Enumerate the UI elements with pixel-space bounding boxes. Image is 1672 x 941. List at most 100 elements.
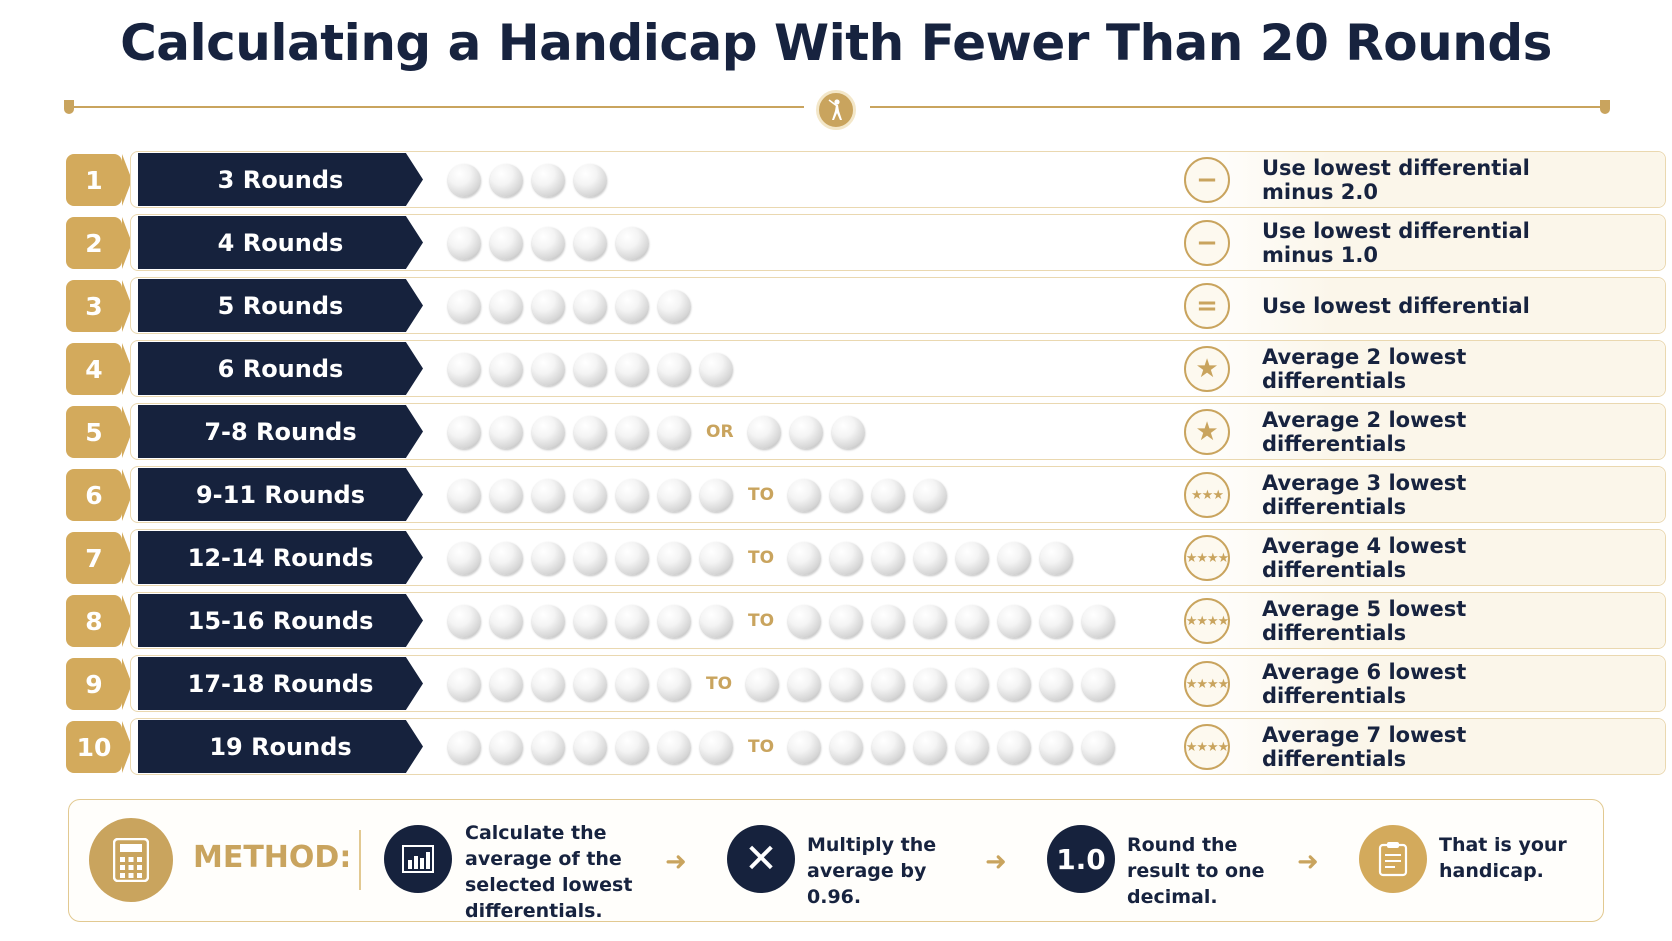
golf-ball-icon [616, 667, 649, 701]
method-divider [359, 830, 361, 890]
golf-ball-icon [1040, 604, 1074, 638]
golf-ball-icon [574, 289, 607, 323]
golf-ball-icon [830, 730, 864, 764]
golf-ball-icon [490, 667, 523, 701]
divider-line-right [870, 100, 1610, 114]
range-separator: TO [706, 674, 733, 694]
golf-ball-icon [490, 352, 523, 386]
golf-ball-icon [574, 163, 607, 197]
step-round-text: Round the result to one decimal. [1127, 834, 1265, 908]
golf-ball-icon [998, 730, 1032, 764]
range-separator: TO [748, 485, 775, 505]
golf-ball-icon [448, 163, 481, 197]
golf-ball-icon [616, 541, 649, 575]
golf-ball-icon [532, 478, 565, 512]
row-number-badge: 4 [66, 343, 132, 395]
rounds-label: 7-8 Rounds [138, 405, 423, 458]
golf-ball-icon [914, 541, 948, 575]
golf-ball-icon [490, 541, 523, 575]
golf-ball-icon [448, 730, 481, 764]
golf-ball-icon [574, 478, 607, 512]
four-stars-icon: ★★★★ [1184, 661, 1230, 707]
calculator-icon [89, 818, 173, 902]
golf-ball-icon [532, 163, 565, 197]
range-separator: TO [748, 737, 775, 757]
golf-ball-icon [830, 667, 864, 701]
golf-ball-icon [616, 289, 649, 323]
golf-ball-icon [700, 541, 733, 575]
golf-balls-group [448, 289, 700, 323]
golf-balls-group: TO [448, 604, 1124, 638]
golf-ball-icon [788, 478, 822, 512]
golf-ball-icon [872, 604, 906, 638]
golf-ball-icon [700, 478, 733, 512]
golf-ball-icon [1082, 730, 1116, 764]
arrow-right-icon: ➜ [985, 847, 1007, 877]
four-stars-icon: ★★★★ [1184, 598, 1230, 644]
golf-ball-icon [872, 541, 906, 575]
golf-ball-icon [490, 289, 523, 323]
golf-ball-icon [532, 289, 565, 323]
golf-ball-icon [872, 478, 906, 512]
arrow-right-icon: ➜ [1297, 847, 1319, 877]
rounds-label: 6 Rounds [138, 342, 423, 395]
golf-ball-icon [831, 415, 865, 449]
golf-ball-icon [658, 604, 691, 638]
row-number-badge: 5 [66, 406, 132, 458]
golf-ball-icon [532, 730, 565, 764]
golf-ball-icon [914, 730, 948, 764]
golf-ball-icon [448, 226, 481, 260]
golf-ball-icon [700, 352, 733, 386]
golf-balls-group: TO [448, 478, 956, 512]
golf-ball-icon [574, 604, 607, 638]
golf-ball-icon [574, 226, 607, 260]
golf-balls-group [448, 226, 658, 260]
golf-ball-icon [490, 730, 523, 764]
golf-ball-icon [574, 730, 607, 764]
golf-ball-icon [658, 415, 691, 449]
row-number-badge: 6 [66, 469, 132, 521]
golf-ball-icon [1040, 667, 1074, 701]
golf-ball-icon [532, 541, 565, 575]
rule-description: Average 7 lowest differentials [1262, 722, 1467, 771]
golf-ball-icon [616, 226, 649, 260]
rule-description: Use lowest differential minus 2.0 [1262, 155, 1530, 204]
golf-ball-icon [490, 226, 523, 260]
row-number-badge: 3 [66, 280, 132, 332]
golf-ball-icon [830, 604, 864, 638]
golf-ball-icon [998, 541, 1032, 575]
minus-icon: − [1184, 157, 1230, 203]
rounds-label: 19 Rounds [138, 720, 423, 773]
golf-ball-icon [532, 604, 565, 638]
row-number-badge: 9 [66, 658, 132, 710]
method-label: METHOD: [193, 840, 352, 875]
multiply-icon: ✕ [727, 825, 795, 893]
golf-ball-icon [448, 352, 481, 386]
golf-ball-icon [788, 541, 822, 575]
divider-line-left [64, 100, 804, 114]
golf-ball-icon [788, 667, 822, 701]
golf-ball-icon [914, 478, 948, 512]
golf-balls-group: TO [448, 541, 1082, 575]
table-row: 10 19 Rounds TO ★★★★ Average 7 lowest differ… [66, 718, 1666, 775]
golf-ball-icon [658, 541, 691, 575]
golf-ball-icon [490, 163, 523, 197]
rule-description: Use lowest differential minus 1.0 [1262, 218, 1530, 267]
golf-ball-icon [658, 667, 691, 701]
golf-ball-icon [1040, 730, 1074, 764]
golf-ball-icon [532, 415, 565, 449]
golf-balls-group: OR [448, 415, 874, 449]
golf-ball-icon [1082, 604, 1116, 638]
four-stars-icon: ★★★★ [1184, 724, 1230, 770]
golf-balls-group: TO [448, 730, 1124, 764]
golf-ball-icon [616, 478, 649, 512]
step-average-text: Calculate the average of the selected lo… [465, 822, 633, 922]
golf-ball-icon [616, 415, 649, 449]
golf-balls-group: TO [448, 667, 1124, 701]
golf-ball-icon [658, 730, 691, 764]
range-separator: TO [748, 611, 775, 631]
step-handicap-text: That is your handicap. [1439, 834, 1567, 882]
rule-description: Average 4 lowest differentials [1262, 533, 1467, 582]
golf-ball-icon [789, 415, 823, 449]
golf-ball-icon [998, 604, 1032, 638]
